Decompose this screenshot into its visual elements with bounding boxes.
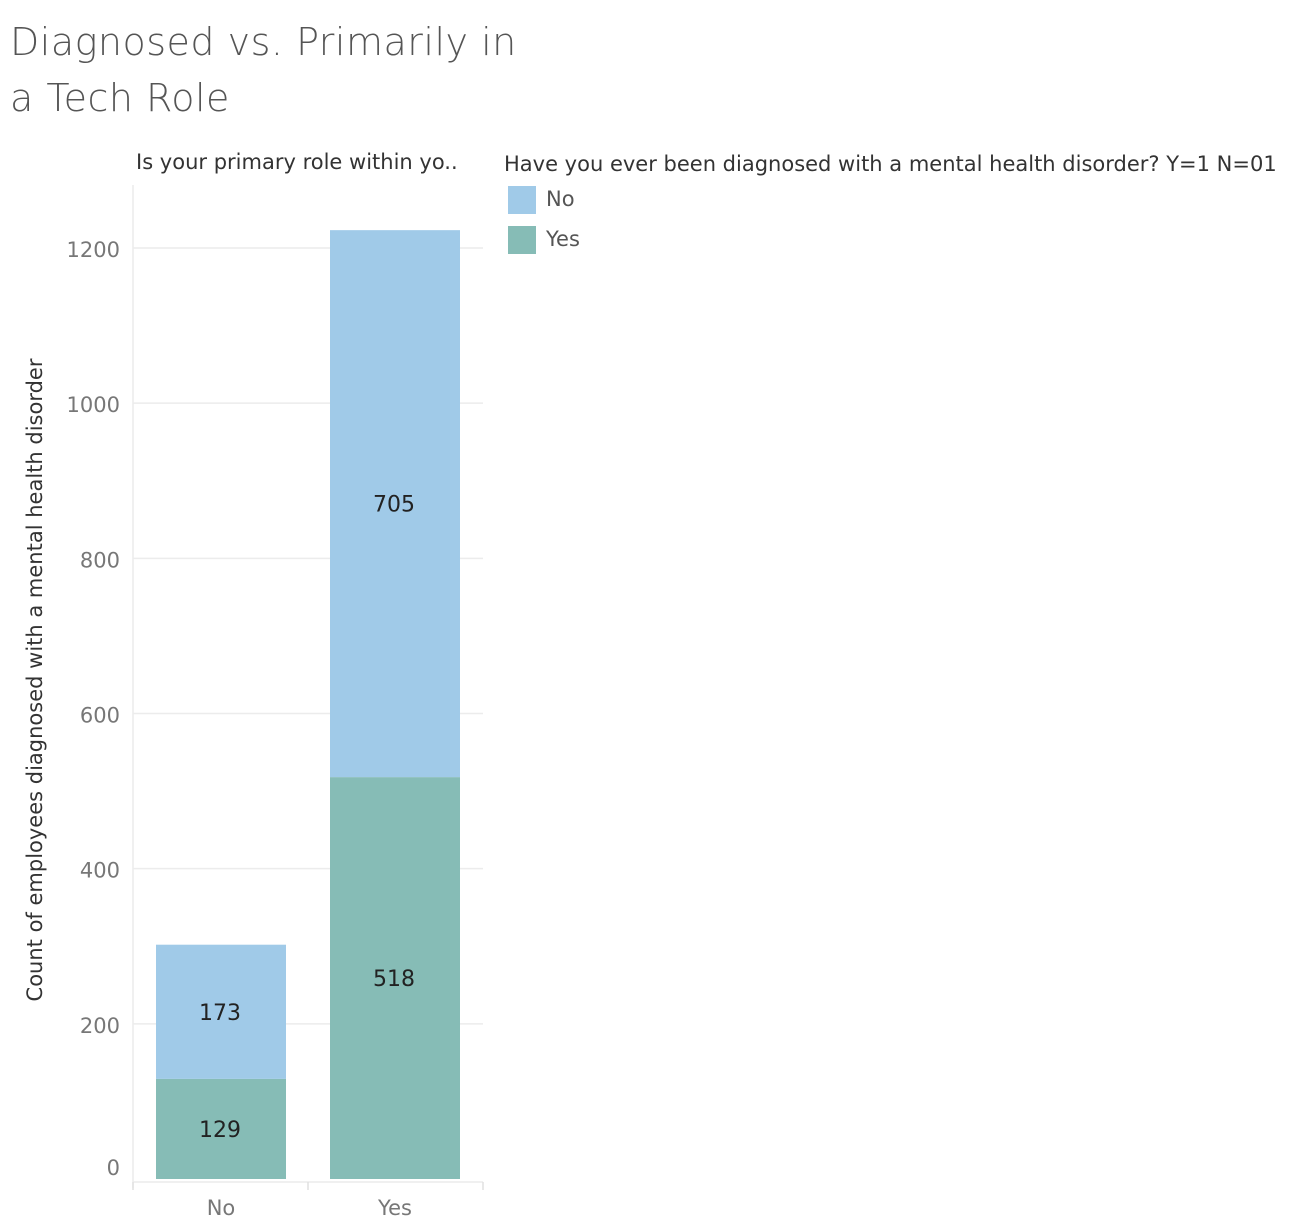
legend-title: Have you ever been diagnosed with a ment… bbox=[504, 152, 1277, 176]
data-label: 705 bbox=[373, 493, 415, 518]
legend-swatch-yes bbox=[508, 226, 536, 254]
chart-title: Diagnosed vs. Primarily in a Tech Role bbox=[10, 20, 517, 120]
y-tick-label: 1200 bbox=[67, 238, 120, 262]
y-tick-label: 400 bbox=[80, 859, 120, 883]
y-axis-label: Count of employees diagnosed with a ment… bbox=[23, 358, 47, 1001]
data-label: 129 bbox=[199, 1118, 241, 1143]
y-tick-label: 1000 bbox=[67, 393, 120, 417]
legend-swatch-no bbox=[508, 186, 536, 214]
y-tick-label: 0 bbox=[107, 1156, 120, 1180]
bar-segment-yes-yes bbox=[330, 777, 460, 1179]
x-tick-label: No bbox=[207, 1196, 236, 1220]
legend-label-no: No bbox=[546, 187, 575, 211]
column-header[interactable]: Is your primary role within yo.. bbox=[136, 150, 458, 174]
y-tick-label: 600 bbox=[80, 704, 120, 728]
y-tick-label: 200 bbox=[80, 1014, 120, 1038]
data-label: 173 bbox=[199, 1001, 241, 1026]
bar-segment-no-no bbox=[156, 944, 286, 1079]
bar-segment-no-yes bbox=[330, 230, 460, 778]
bar-segment-yes-no bbox=[156, 1078, 286, 1179]
x-tick-label: Yes bbox=[377, 1196, 412, 1220]
legend-label-yes: Yes bbox=[546, 227, 580, 251]
y-tick-label: 800 bbox=[80, 548, 120, 572]
data-label: 518 bbox=[373, 967, 415, 992]
